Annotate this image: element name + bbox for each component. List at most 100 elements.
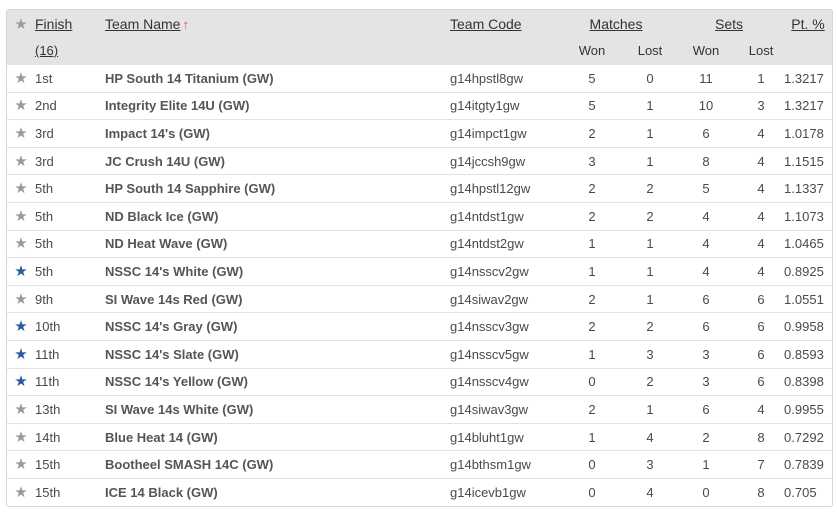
matches-lost-cell: 1 xyxy=(626,284,675,313)
table-row[interactable]: ★ 5th NSSC 14's White (GW) g14nsscv2gw 1 1 4 4 0… xyxy=(7,257,832,286)
team-name-cell: HP South 14 Sapphire (GW) xyxy=(105,174,450,203)
table-row[interactable]: ★ 15th ICE 14 Black (GW) g14icevb1gw 0 4 0 8 0.7… xyxy=(7,477,832,506)
matches-won-cell: 0 xyxy=(558,477,626,506)
team-code-cell: g14nsscv3gw xyxy=(450,312,558,341)
team-name-header[interactable]: Team Name ↑ xyxy=(105,10,450,37)
star-icon[interactable]: ★ xyxy=(14,483,28,501)
matches-won-cell: 1 xyxy=(558,229,626,258)
star-icon[interactable]: ★ xyxy=(14,152,28,170)
team-code-header[interactable]: Team Code xyxy=(450,10,558,37)
matches-lost-cell: 2 xyxy=(626,174,675,203)
favorite-star[interactable]: ★ xyxy=(7,257,35,286)
sets-header[interactable]: Sets xyxy=(674,10,785,37)
star-icon[interactable]: ★ xyxy=(14,124,28,142)
favorite-star[interactable]: ★ xyxy=(7,339,35,369)
table-row[interactable]: ★ 5th ND Black Ice (GW) g14ntdst1gw 2 2 4 4 1.10… xyxy=(7,201,832,231)
sets-lost-cell: 8 xyxy=(738,422,785,451)
pt-pct-cell: 1.1337 xyxy=(784,174,832,203)
pt-pct-cell: 1.0551 xyxy=(784,284,832,313)
table-row[interactable]: ★ 3rd Impact 14's (GW) g14impct1gw 2 1 6 4 1.017… xyxy=(7,119,832,148)
favorite-star[interactable]: ★ xyxy=(7,174,35,203)
star-icon[interactable]: ★ xyxy=(14,428,28,446)
finish-cell: 15th xyxy=(35,477,105,506)
team-code-cell: g14hpstl8gw xyxy=(450,64,558,93)
star-icon[interactable]: ★ xyxy=(14,400,28,418)
table-row[interactable]: ★ 11th NSSC 14's Yellow (GW) g14nsscv4gw 0 2 3… xyxy=(7,367,832,396)
star-icon[interactable]: ★ xyxy=(14,15,28,33)
table-row[interactable]: ★ 13th SI Wave 14s White (GW) g14siwav3gw 2 1… xyxy=(7,395,832,424)
favorite-star[interactable]: ★ xyxy=(7,64,35,93)
table-row[interactable]: ★ 3rd JC Crush 14U (GW) g14jccsh9gw 3 1 8 4 1.15… xyxy=(7,146,832,175)
sets-won-cell: 3 xyxy=(674,339,739,369)
matches-won-cell: 2 xyxy=(558,284,626,313)
sets-lost-cell: 4 xyxy=(738,146,785,175)
finish-cell: 5th xyxy=(35,201,105,231)
team-code-cell: g14ntdst2gw xyxy=(450,229,558,258)
pt-pct-cell: 0.8925 xyxy=(784,257,832,286)
favorite-star[interactable]: ★ xyxy=(7,422,35,451)
sets-lost-cell: 4 xyxy=(738,201,785,231)
team-name-cell: NSSC 14's Slate (GW) xyxy=(105,339,450,369)
matches-header[interactable]: Matches xyxy=(558,10,675,37)
favorite-star[interactable]: ★ xyxy=(7,477,35,506)
pt-pct-header[interactable]: Pt. % xyxy=(784,10,832,37)
sets-won-cell: 3 xyxy=(674,367,739,396)
favorite-star[interactable]: ★ xyxy=(7,395,35,424)
table-row[interactable]: ★ 2nd Integrity Elite 14U (GW) g14itgty1gw 5… xyxy=(7,91,832,120)
matches-won-cell: 1 xyxy=(558,257,626,286)
team-name-cell: NSSC 14's Gray (GW) xyxy=(105,312,450,341)
sets-won-cell: 6 xyxy=(674,312,739,341)
matches-lost-cell: 0 xyxy=(626,64,675,93)
sets-won-cell: 2 xyxy=(674,422,739,451)
star-icon[interactable]: ★ xyxy=(14,373,28,391)
table-row[interactable]: ★ 14th Blue Heat 14 (GW) g14bluht1gw 1 4 2 8 0.7… xyxy=(7,422,832,451)
star-icon[interactable]: ★ xyxy=(14,318,28,336)
table-row[interactable]: ★ 9th SI Wave 14s Red (GW) g14siwav2gw 2 1 6 6 1… xyxy=(7,284,832,313)
favorite-star[interactable]: ★ xyxy=(7,450,35,479)
sets-lost-cell: 4 xyxy=(738,395,785,424)
pt-pct-cell: 1.1073 xyxy=(784,201,832,231)
table-row[interactable]: ★ 11th NSSC 14's Slate (GW) g14nsscv5gw 1 3 3 6… xyxy=(7,339,832,369)
star-icon[interactable]: ★ xyxy=(14,345,28,363)
table-row[interactable]: ★ 5th ND Heat Wave (GW) g14ntdst2gw 1 1 4 4 1.04… xyxy=(7,229,832,258)
favorite-star[interactable]: ★ xyxy=(7,312,35,341)
favorite-star[interactable]: ★ xyxy=(7,284,35,313)
favorite-star[interactable]: ★ xyxy=(7,146,35,175)
team-code-cell: g14bthsm1gw xyxy=(450,450,558,479)
star-icon[interactable]: ★ xyxy=(14,97,28,115)
table-row[interactable]: ★ 10th NSSC 14's Gray (GW) g14nsscv3gw 2 2 6 6 0… xyxy=(7,312,832,341)
sets-won-cell: 4 xyxy=(674,257,739,286)
star-icon[interactable]: ★ xyxy=(14,69,28,87)
matches-lost-header: Lost xyxy=(626,37,675,65)
star-icon[interactable]: ★ xyxy=(14,262,28,280)
sets-lost-cell: 4 xyxy=(738,119,785,148)
star-icon[interactable]: ★ xyxy=(14,456,28,474)
pt-pct-cell: 0.8398 xyxy=(784,367,832,396)
matches-lost-cell: 4 xyxy=(626,422,675,451)
star-icon[interactable]: ★ xyxy=(14,180,28,198)
table-row[interactable]: ★ 1st HP South 14 Titanium (GW) g14hpstl8gw… xyxy=(7,64,832,93)
sets-won-cell: 6 xyxy=(674,395,739,424)
team-name-cell: NSSC 14's Yellow (GW) xyxy=(105,367,450,396)
pt-pct-cell: 1.3217 xyxy=(784,91,832,120)
table-row[interactable]: ★ 5th HP South 14 Sapphire (GW) g14hpstl12g… xyxy=(7,174,832,203)
star-icon[interactable]: ★ xyxy=(14,290,28,308)
matches-lost-cell: 2 xyxy=(626,367,675,396)
finish-header[interactable]: Finish xyxy=(35,10,105,37)
star-icon[interactable]: ★ xyxy=(14,235,28,253)
table-row[interactable]: ★ 15th Bootheel SMASH 14C (GW) g14bthsm1gw 0… xyxy=(7,450,832,479)
favorite-star[interactable]: ★ xyxy=(7,229,35,258)
finish-cell: 10th xyxy=(35,312,105,341)
finish-cell: 15th xyxy=(35,450,105,479)
star-icon[interactable]: ★ xyxy=(14,207,28,225)
sets-lost-cell: 4 xyxy=(738,174,785,203)
favorite-star[interactable]: ★ xyxy=(7,119,35,148)
favorite-star[interactable]: ★ xyxy=(7,201,35,231)
favorite-star[interactable]: ★ xyxy=(7,367,35,396)
favorite-star[interactable]: ★ xyxy=(7,91,35,120)
favorite-header[interactable]: ★ xyxy=(7,10,35,37)
team-name-cell: ND Heat Wave (GW) xyxy=(105,229,450,258)
sets-lost-cell: 1 xyxy=(738,64,785,93)
sets-won-header: Won xyxy=(674,37,739,65)
finish-count[interactable]: (16) xyxy=(35,37,105,65)
